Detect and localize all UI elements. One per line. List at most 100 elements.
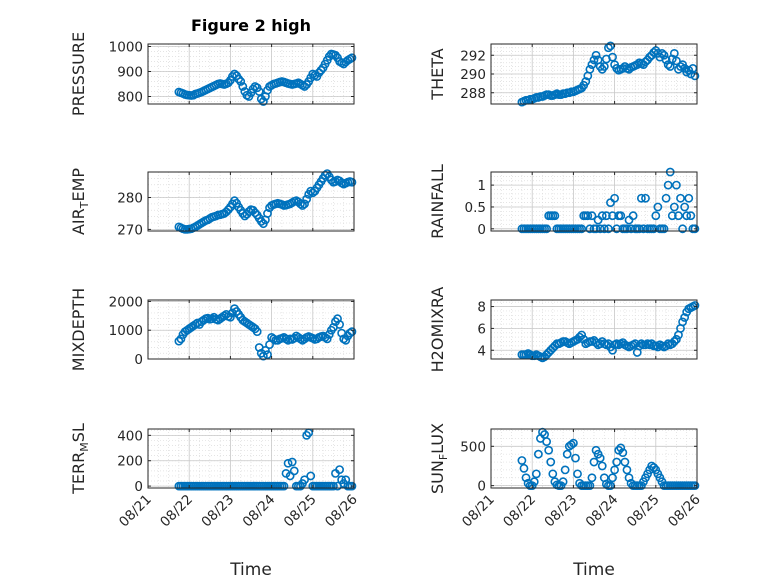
axes-box — [147, 428, 355, 489]
subplot-rainfall: 0 0.5 1 RAINFALL — [428, 164, 700, 239]
data-point — [585, 481, 595, 491]
y-axis-label-tail: LUX — [428, 423, 447, 454]
data-point — [306, 471, 316, 481]
data-point — [690, 481, 700, 491]
y-tick-label: 400 — [117, 428, 143, 444]
data-point — [289, 466, 299, 476]
data-point — [663, 60, 673, 70]
data-point — [581, 77, 591, 86]
data-point — [686, 211, 696, 221]
data-point — [672, 56, 681, 66]
data-point — [560, 465, 570, 475]
y-axis-label-main: THETA — [428, 48, 447, 100]
subplot-mixdepth: 0 1000 2000 MIXDEPTH — [69, 288, 357, 371]
data-point — [688, 63, 698, 73]
data-point — [649, 463, 659, 472]
data-point — [628, 211, 638, 221]
data-point — [258, 97, 268, 106]
data-point — [669, 337, 679, 346]
data-point — [517, 456, 527, 465]
x-axis-label-right: Time — [572, 560, 615, 580]
data-point — [591, 224, 601, 234]
data-point — [606, 41, 615, 51]
x-axis-label-left: Time — [229, 560, 272, 580]
data-point — [622, 465, 632, 475]
y-axis-label-subscript: T — [78, 201, 91, 209]
data-point — [659, 50, 669, 60]
data-point — [604, 224, 613, 234]
subplot-theta: 288 290 292 THETA — [428, 41, 700, 107]
data-point — [529, 477, 539, 487]
y-axis-label-main: SUN — [428, 460, 447, 494]
y-axis-label-main: AIR — [69, 208, 88, 235]
y-tick-label: 1 — [477, 178, 486, 194]
data-point — [263, 350, 272, 360]
data-point — [653, 202, 663, 212]
data-point — [331, 177, 340, 186]
data-point — [533, 449, 543, 459]
data-point — [651, 211, 661, 221]
axes-box — [147, 171, 355, 232]
data-point — [667, 211, 677, 221]
data-point — [634, 341, 644, 351]
data-point — [347, 327, 357, 337]
data-point — [624, 473, 634, 483]
data-point — [634, 224, 644, 234]
data-point — [601, 211, 611, 221]
data-point — [620, 457, 630, 467]
data-point — [690, 224, 700, 234]
data-point — [254, 87, 264, 96]
data-point — [595, 453, 605, 463]
data-point — [531, 469, 541, 479]
data-point — [573, 469, 582, 479]
y-tick-label: 0.5 — [465, 200, 486, 216]
data-point — [326, 175, 336, 185]
data-point — [678, 317, 687, 327]
y-tick-label: 500 — [460, 439, 486, 455]
axes-box — [147, 299, 355, 360]
data-point — [591, 50, 601, 60]
data-point — [610, 465, 619, 475]
y-tick-label: 6 — [477, 321, 486, 337]
y-axis-label: THETA — [428, 48, 447, 100]
data-point — [680, 202, 690, 212]
data-point — [562, 449, 572, 459]
data-point — [672, 334, 681, 344]
data-point — [676, 62, 685, 71]
data-point — [261, 345, 270, 355]
data-point — [665, 62, 675, 71]
data-point — [347, 177, 357, 187]
y-tick-label: 288 — [460, 86, 486, 102]
data-point — [682, 211, 692, 221]
data-point — [641, 193, 650, 203]
data-point — [347, 481, 357, 491]
data-point — [174, 336, 184, 346]
y-axis-label: PRESSURE — [69, 32, 88, 116]
data-point — [566, 440, 576, 450]
data-point — [657, 48, 667, 58]
data-point — [250, 208, 260, 218]
data-point — [684, 193, 694, 203]
data-point — [669, 48, 679, 58]
data-point — [669, 202, 679, 212]
y-tick-label: 292 — [460, 48, 486, 64]
data-point — [587, 473, 597, 483]
data-point — [558, 477, 568, 487]
data-point — [690, 301, 700, 310]
y-axis-label-main: MIXDEPTH — [69, 288, 88, 371]
data-point — [300, 475, 309, 485]
y-tick-label: 2000 — [109, 294, 143, 310]
data-point — [585, 64, 595, 74]
subplot-h2omixra: 4 6 8 H2OMIXRA — [428, 287, 700, 372]
data-point — [606, 481, 615, 491]
y-axis-label-subscript: M — [78, 442, 91, 452]
data-point — [176, 334, 186, 344]
data-point — [577, 330, 587, 340]
figure-title: Figure 2 high — [191, 16, 311, 35]
data-point — [571, 453, 580, 463]
y-tick-label: 4 — [477, 343, 486, 359]
data-point — [236, 77, 246, 86]
axes-box — [490, 299, 698, 360]
data-point — [589, 457, 599, 467]
